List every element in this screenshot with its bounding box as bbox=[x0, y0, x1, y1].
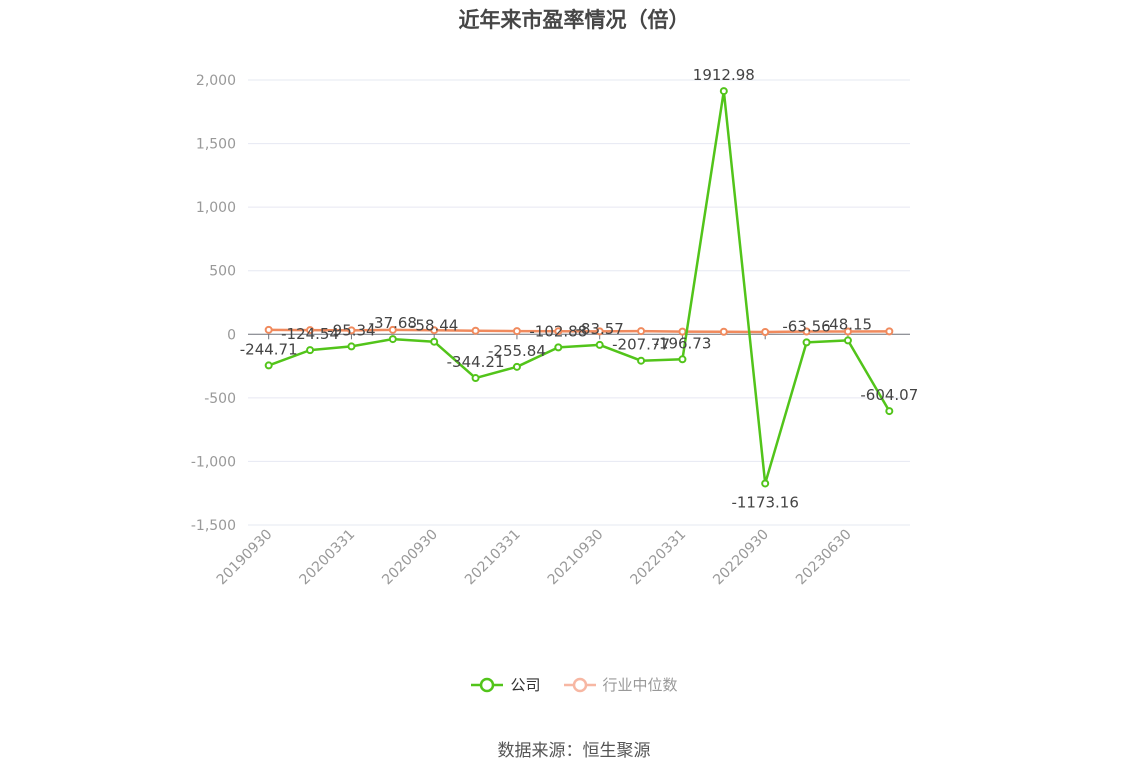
company-point bbox=[306, 346, 315, 355]
company-point bbox=[347, 342, 356, 351]
legend-item-company[interactable]: 公司 bbox=[470, 674, 541, 695]
data-label: -344.21 bbox=[447, 353, 505, 371]
industry-point bbox=[678, 327, 687, 336]
industry-point bbox=[595, 327, 604, 336]
company-point bbox=[885, 407, 894, 416]
industry-point bbox=[885, 327, 894, 336]
data-label: -196.73 bbox=[653, 334, 711, 352]
x-tick-label: 20200331 bbox=[297, 527, 359, 589]
x-tick-label: 20210331 bbox=[462, 527, 524, 589]
industry-point bbox=[512, 327, 521, 336]
data-label: -604.07 bbox=[860, 386, 918, 404]
y-tick-label: -500 bbox=[204, 391, 236, 407]
company-point bbox=[388, 335, 397, 344]
y-tick-label: 2,000 bbox=[196, 73, 236, 89]
company-point bbox=[595, 340, 604, 349]
data-label: -95.34 bbox=[327, 321, 375, 339]
legend: 公司 行业中位数 bbox=[0, 674, 1148, 695]
industry-line bbox=[268, 328, 890, 334]
data-label: -255.84 bbox=[488, 342, 546, 360]
industry-point bbox=[388, 325, 397, 334]
data-label: 1912.98 bbox=[693, 66, 755, 84]
industry-point bbox=[761, 327, 770, 336]
chart-title: 近年来市盈率情况（倍） bbox=[458, 8, 690, 32]
industry-series bbox=[264, 325, 894, 336]
legend-marker-industry-icon bbox=[563, 677, 596, 692]
industry-point bbox=[637, 327, 646, 336]
company-point bbox=[719, 87, 728, 96]
data-label: -83.57 bbox=[576, 320, 624, 338]
company-point bbox=[430, 337, 439, 346]
company-point bbox=[512, 362, 521, 371]
company-point bbox=[471, 374, 480, 383]
industry-point bbox=[264, 325, 273, 334]
industry-point bbox=[719, 327, 728, 336]
x-tick-label: 20230630 bbox=[793, 527, 855, 589]
x-tick-label: 20190930 bbox=[214, 527, 276, 589]
industry-point bbox=[554, 327, 563, 336]
data-labels: -244.71-124.54-95.34-37.68-58.44-344.21-… bbox=[240, 66, 919, 511]
company-line bbox=[268, 89, 891, 485]
data-label: -58.44 bbox=[410, 317, 458, 335]
data-label: -124.54 bbox=[281, 325, 339, 343]
data-label: -244.71 bbox=[240, 340, 298, 358]
x-tick-label: 20220331 bbox=[628, 527, 690, 589]
company-series bbox=[264, 87, 894, 488]
industry-point bbox=[306, 326, 315, 335]
y-tick-label: 1,000 bbox=[196, 200, 236, 216]
company-point bbox=[761, 479, 770, 488]
industry-point bbox=[802, 327, 811, 336]
legend-label-company: 公司 bbox=[510, 676, 541, 694]
pe-ratio-line-chart: 2,000 1,500 1,000 500 0 -500 -1,000 -1,500 2019… bbox=[191, 66, 919, 589]
data-label: -207.77 bbox=[612, 336, 670, 354]
data-label: -37.68 bbox=[369, 314, 417, 332]
x-tick-label: 20200930 bbox=[379, 527, 441, 589]
industry-point bbox=[471, 326, 480, 335]
data-label: -48.15 bbox=[824, 315, 872, 333]
y-tick-label: -1,500 bbox=[191, 518, 236, 534]
legend-label-industry: 行业中位数 bbox=[602, 676, 678, 694]
y-tick-label: 0 bbox=[227, 327, 236, 343]
legend-marker-company-icon bbox=[471, 677, 504, 692]
x-tick-label: 20210930 bbox=[545, 527, 607, 589]
y-tick-label: 1,500 bbox=[196, 137, 236, 153]
industry-point bbox=[843, 327, 852, 336]
company-point bbox=[802, 338, 811, 347]
data-label: -102.88 bbox=[529, 322, 587, 340]
y-tick-label: -1,000 bbox=[191, 454, 236, 470]
y-axis: 2,000 1,500 1,000 500 0 -500 -1,000 -1,500 bbox=[191, 73, 236, 534]
data-label: -1173.16 bbox=[731, 493, 798, 511]
company-point bbox=[637, 356, 646, 365]
industry-point bbox=[430, 326, 439, 335]
company-point bbox=[843, 336, 852, 345]
y-tick-label: 500 bbox=[209, 264, 236, 280]
industry-point bbox=[347, 326, 356, 335]
company-point bbox=[264, 361, 273, 370]
company-point bbox=[554, 343, 563, 352]
legend-item-industry[interactable]: 行业中位数 bbox=[563, 674, 678, 695]
data-label: -63.56 bbox=[782, 317, 830, 335]
company-point bbox=[678, 355, 687, 364]
data-source: 数据来源：恒生聚源 bbox=[497, 741, 651, 761]
grid-lines bbox=[248, 79, 910, 526]
x-tick-label: 20220930 bbox=[710, 527, 772, 589]
